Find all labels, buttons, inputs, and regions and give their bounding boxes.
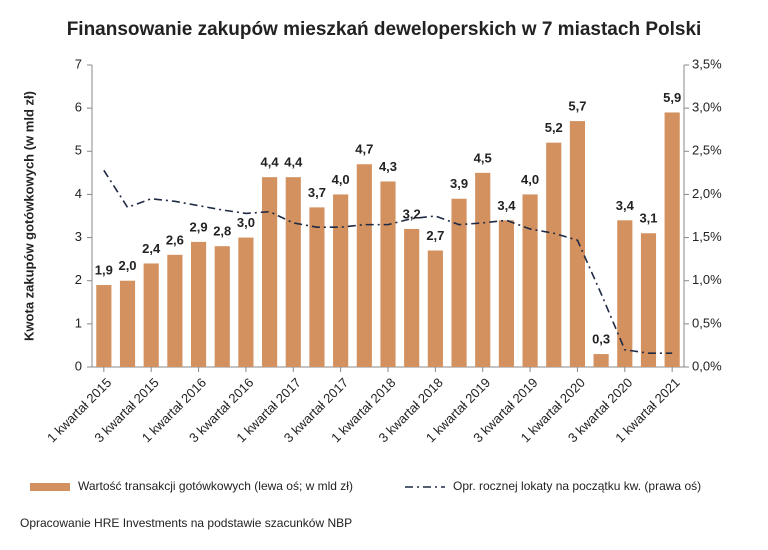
value-label: 3,7 [308,185,326,200]
y2-tick-label: 3,5% [692,56,722,71]
bar [167,254,183,367]
chart-title: Finansowanie zakupów mieszkań dewelopers… [67,19,702,40]
value-label: 3,4 [497,198,516,213]
y-tick-label: 6 [75,100,82,115]
value-label: 3,0 [237,215,255,230]
value-label: 2,7 [426,228,444,243]
value-label: 4,7 [355,142,373,157]
value-label: 4,5 [474,150,492,165]
y-tick-label: 2 [75,272,82,287]
y2-tick-label: 0,5% [692,315,722,330]
bar [640,233,657,367]
bar [617,220,633,367]
value-label: 3,2 [403,206,421,221]
value-label: 5,7 [568,99,586,114]
bar [285,177,301,367]
bar [593,354,609,367]
bar [96,285,112,367]
source-note: Opracowanie HRE Investments na podstawie… [20,516,352,530]
legend-label: Wartość transakcji gotówkowych (lewa oś;… [78,479,353,493]
bar [404,228,420,367]
bar [522,194,538,367]
bar [309,207,325,367]
value-label: 5,9 [663,90,681,105]
value-label: 0,3 [592,331,610,346]
y2-tick-label: 3,0% [692,100,722,115]
bar [119,280,136,367]
value-label: 3,4 [616,198,635,213]
y-tick-label: 7 [75,56,82,71]
value-label: 4,0 [521,172,539,187]
y2-tick-label: 2,5% [692,143,722,158]
bar [475,172,491,367]
value-label: 4,3 [379,159,397,174]
bar [451,198,467,367]
bar [498,220,514,367]
value-label: 2,9 [190,219,208,234]
value-label: 4,4 [284,155,303,170]
bar [143,263,159,367]
bar [546,142,562,367]
y-tick-label: 0 [75,358,82,373]
bar [664,112,680,367]
value-label: 2,8 [213,224,231,239]
y2-tick-label: 2,0% [692,186,722,201]
bar [333,194,349,367]
legend-swatch [30,483,70,491]
legend-label: Opr. rocznej lokaty na początku kw. (pra… [453,479,701,493]
value-label: 2,6 [166,232,184,247]
y-tick-label: 5 [75,143,82,158]
y2-tick-label: 0,0% [692,358,722,373]
y-axis-label: Kwota zakupów gotówkowych (w mld zł) [21,91,36,341]
y-tick-label: 4 [75,186,82,201]
bar [190,241,207,367]
line [103,169,673,354]
value-label: 1,9 [95,262,113,277]
value-label: 2,4 [142,241,161,256]
y-tick-label: 1 [75,315,82,330]
y-tick-label: 3 [75,229,82,244]
bar [262,177,278,367]
value-label: 5,2 [545,120,563,135]
y2-tick-label: 1,0% [692,272,722,287]
bar [238,237,254,367]
value-label: 3,9 [450,176,468,191]
value-label: 2,0 [118,258,136,273]
value-label: 3,1 [639,211,657,226]
value-label: 4,0 [332,172,350,187]
bar [380,181,396,367]
value-label: 4,4 [261,155,280,170]
bar [569,121,586,367]
bar [214,246,230,367]
bar [356,164,372,367]
bar [427,250,443,367]
y2-tick-label: 1,5% [692,229,722,244]
